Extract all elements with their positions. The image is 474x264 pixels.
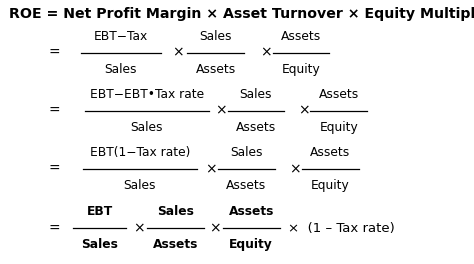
Text: =: = <box>49 162 60 176</box>
Text: =: = <box>49 221 60 235</box>
Text: Assets: Assets <box>310 146 350 159</box>
Text: =: = <box>49 46 60 60</box>
Text: Sales: Sales <box>105 63 137 76</box>
Text: Assets: Assets <box>227 179 266 192</box>
Text: Assets: Assets <box>228 205 274 219</box>
Text: ×: × <box>205 162 217 176</box>
Text: ROE = Net Profit Margin × Asset Turnover × Equity Multiplier: ROE = Net Profit Margin × Asset Turnover… <box>9 7 474 21</box>
Text: Sales: Sales <box>124 179 156 192</box>
Text: Equity: Equity <box>319 121 358 134</box>
Text: ×: × <box>209 221 220 235</box>
Text: Sales: Sales <box>240 88 272 101</box>
Text: Sales: Sales <box>200 30 232 43</box>
Text: Assets: Assets <box>281 30 321 43</box>
Text: EBT: EBT <box>86 205 113 219</box>
Text: ×: × <box>290 162 301 176</box>
Text: Sales: Sales <box>230 146 263 159</box>
Text: Assets: Assets <box>153 238 198 251</box>
Text: EBT−Tax: EBT−Tax <box>94 30 148 43</box>
Text: Sales: Sales <box>81 238 118 251</box>
Text: Assets: Assets <box>196 63 236 76</box>
Text: EBT(1−Tax rate): EBT(1−Tax rate) <box>90 146 190 159</box>
Text: ×  (1 – Tax rate): × (1 – Tax rate) <box>288 222 395 235</box>
Text: Assets: Assets <box>236 121 276 134</box>
Text: ×: × <box>260 46 271 60</box>
Text: Sales: Sales <box>131 121 163 134</box>
Text: Assets: Assets <box>319 88 359 101</box>
Text: EBT−EBT•Tax rate: EBT−EBT•Tax rate <box>90 88 204 101</box>
Text: ×: × <box>172 46 183 60</box>
Text: ×: × <box>133 221 144 235</box>
Text: Sales: Sales <box>157 205 194 219</box>
Text: =: = <box>49 104 60 118</box>
Text: ×: × <box>299 104 310 118</box>
Text: Equity: Equity <box>229 238 273 251</box>
Text: ×: × <box>215 104 226 118</box>
Text: Equity: Equity <box>282 63 320 76</box>
Text: Equity: Equity <box>311 179 350 192</box>
